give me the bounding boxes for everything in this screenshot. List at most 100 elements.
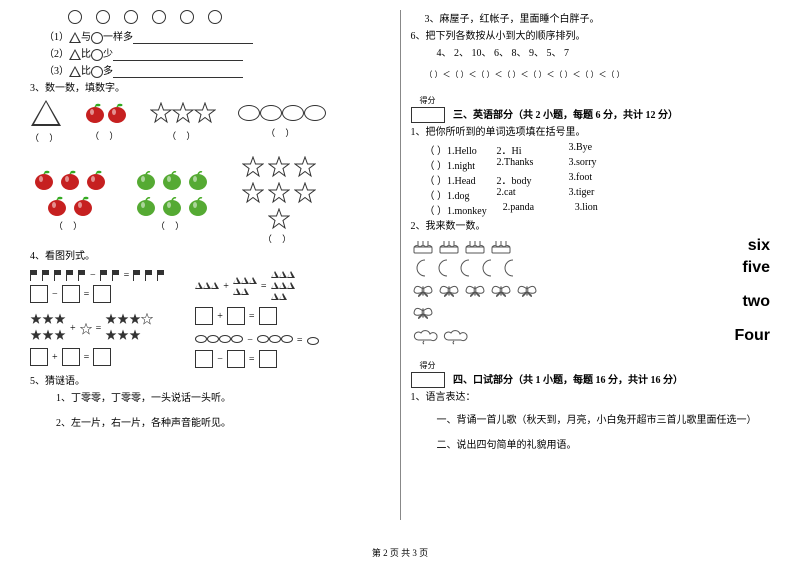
star-icon bbox=[30, 329, 42, 341]
apple6-group: （ ） bbox=[132, 169, 212, 232]
circle-icon bbox=[124, 10, 138, 24]
op: − bbox=[217, 354, 223, 365]
triangle-icon bbox=[271, 293, 279, 300]
butterfly-icon bbox=[463, 281, 487, 301]
apple-group: （ ） bbox=[84, 102, 128, 142]
count-row-1: （ ） （ ） （ ） （ ） bbox=[30, 100, 390, 144]
op: + bbox=[70, 323, 76, 334]
apple-icon bbox=[106, 102, 128, 124]
op: − bbox=[52, 289, 58, 300]
r2-nums: 4、 2、 10、 6、 8、 9、 5、 7 bbox=[411, 46, 771, 61]
circles-row bbox=[30, 10, 390, 24]
box-eq: += bbox=[195, 307, 318, 325]
ellipse-icon bbox=[231, 335, 243, 343]
star-icon bbox=[54, 329, 66, 341]
paren: （ ） bbox=[30, 131, 62, 144]
flag-icon bbox=[157, 270, 165, 281]
star-icon bbox=[129, 313, 141, 325]
ellipse-group: （ ） bbox=[238, 105, 326, 139]
flag-icon bbox=[66, 270, 74, 281]
star-icon bbox=[242, 156, 264, 178]
cake-icon bbox=[411, 237, 435, 255]
triangle-icon bbox=[233, 277, 241, 284]
star-icon bbox=[268, 208, 290, 230]
cloud-icon bbox=[411, 326, 439, 346]
box bbox=[62, 348, 80, 366]
ellipse-icon bbox=[219, 335, 231, 343]
op: = bbox=[249, 354, 255, 365]
e2-title: 2、我来数一数。 bbox=[411, 219, 771, 234]
apple-icon bbox=[161, 195, 183, 217]
apple-icon bbox=[72, 195, 94, 217]
star-icon bbox=[42, 313, 54, 325]
triangle-icon bbox=[287, 271, 295, 278]
label: （2） bbox=[44, 49, 69, 60]
triangle-icon bbox=[69, 49, 81, 60]
eng-row: （ ）1.night2.Thanks3.sorry bbox=[425, 157, 771, 172]
box bbox=[62, 285, 80, 303]
triangle-group: （ ） bbox=[30, 100, 62, 144]
cake-icon bbox=[463, 237, 487, 255]
paren: （ ） bbox=[30, 219, 110, 232]
cloud-icon bbox=[441, 326, 469, 346]
e1-title: 1、把你所听到的单词选项填在括号里。 bbox=[411, 125, 771, 140]
star-icon bbox=[194, 102, 216, 124]
opt: （ ）1.Head bbox=[425, 172, 481, 187]
box bbox=[227, 307, 245, 325]
cake-icon bbox=[489, 237, 513, 255]
apple-icon bbox=[33, 169, 55, 191]
butterfly-icon bbox=[489, 281, 513, 301]
butterfly-icon bbox=[411, 281, 435, 301]
word-five: five bbox=[742, 259, 770, 277]
q5-title: 5、猜谜语。 bbox=[30, 374, 390, 389]
blank-line bbox=[133, 32, 253, 44]
box bbox=[93, 285, 111, 303]
star-icon bbox=[42, 329, 54, 341]
star-icon bbox=[30, 313, 42, 325]
word-two: two bbox=[742, 293, 770, 311]
apple-icon bbox=[135, 169, 157, 191]
butterfly-icon bbox=[411, 303, 435, 323]
triangle-icon bbox=[279, 271, 287, 278]
q3-title: 3、数一数，填数字。 bbox=[30, 81, 390, 96]
moon-icon bbox=[499, 258, 519, 278]
triangle-icon bbox=[271, 282, 279, 289]
ellipse-icon bbox=[195, 335, 207, 343]
ellipse-icon bbox=[238, 105, 260, 121]
opt: 3.sorry bbox=[569, 157, 625, 172]
opt: 3.foot bbox=[569, 172, 625, 187]
box bbox=[93, 348, 111, 366]
label: （1） bbox=[44, 32, 69, 43]
flag-icon bbox=[54, 270, 62, 281]
page-footer: 第 2 页 共 3 页 bbox=[0, 546, 800, 559]
count-butterflies: two bbox=[411, 281, 771, 323]
flag-icon bbox=[30, 270, 38, 281]
star7-group: （ ） bbox=[234, 156, 324, 245]
sec3-title: 三、英语部分（共 2 小题，每题 6 分，共计 12 分） bbox=[453, 110, 678, 121]
q5-line2: 2、左一片，右一片，各种声音能听见。 bbox=[30, 416, 390, 431]
flags-eq: − = bbox=[30, 270, 165, 281]
star-icon bbox=[105, 313, 117, 325]
op: = bbox=[261, 281, 267, 292]
box bbox=[259, 307, 277, 325]
q5-line1: 1、丁零零，丁零零，一头说话一头听。 bbox=[30, 391, 390, 406]
box bbox=[30, 348, 48, 366]
flag-icon bbox=[78, 270, 86, 281]
count-moons: five bbox=[411, 258, 771, 278]
triangle-icon bbox=[31, 100, 61, 126]
star-group: （ ） bbox=[150, 102, 216, 142]
apple5-group: （ ） bbox=[30, 169, 110, 232]
ellipse-icon bbox=[269, 335, 281, 343]
opt: 2.cat bbox=[497, 187, 553, 202]
star-icon bbox=[105, 329, 117, 341]
butterfly-icon bbox=[515, 281, 539, 301]
box-eq: −= bbox=[195, 350, 318, 368]
triangle-icon bbox=[233, 288, 241, 295]
cake-icon bbox=[437, 237, 461, 255]
q4-left: − = −= + = += bbox=[30, 266, 165, 372]
opt: 3.lion bbox=[575, 202, 631, 217]
eng-row: （ ）1.monkey2.panda3.lion bbox=[425, 202, 771, 217]
text: 比 bbox=[81, 49, 91, 60]
op: = bbox=[84, 289, 90, 300]
text: 与 bbox=[81, 32, 91, 43]
